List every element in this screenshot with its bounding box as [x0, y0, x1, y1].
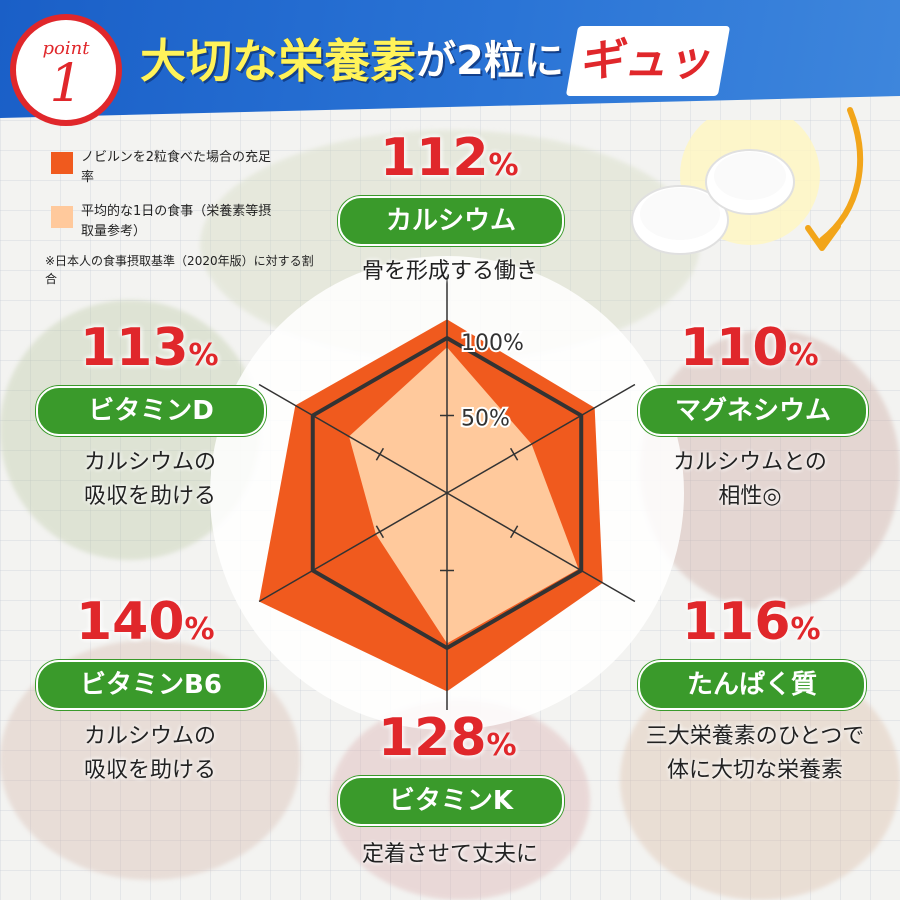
radar-tick-label-100: 100%	[461, 331, 524, 356]
radar-gridline-100	[310, 335, 584, 651]
radar-axis-line	[258, 383, 448, 494]
label-vitamin-d: ビタミンD	[36, 386, 266, 436]
value-calcium-unit: %	[488, 148, 519, 183]
legend-item-average: 平均的な1日の食事（栄養素等摂取量参考）	[45, 202, 335, 242]
radar-series-average	[349, 347, 579, 644]
point-number: 1	[49, 54, 83, 114]
radar-tick-50	[375, 447, 385, 461]
value-magnesium-number: 110	[680, 318, 789, 378]
desc-protein-line1: 三大栄養素のひとつで	[645, 724, 865, 749]
desc-magnesium-line2: 相性◎	[718, 484, 782, 509]
legend-note: ※日本人の食事摂取基準（2020年版）に対する割合	[45, 254, 314, 286]
point-label: point	[42, 38, 90, 59]
value-vitamin-k: 128%	[378, 708, 517, 776]
value-magnesium-unit: %	[788, 338, 819, 373]
desc-calcium: 骨を形成する働き	[361, 259, 538, 284]
value-calcium-number: 112	[380, 128, 489, 188]
value-vitamin-d-unit: %	[188, 338, 219, 373]
desc-vitamin-d-line1: カルシウムの	[83, 450, 216, 475]
value-vitamin-d: 113%	[80, 318, 219, 386]
value-vitamin-k-number: 128	[378, 708, 487, 768]
radar-axis-line	[446, 492, 636, 603]
label-magnesium: マグネシウム	[638, 386, 868, 436]
desc-vitamin-b6-line2: 吸収を助ける	[83, 758, 216, 783]
legend-label-supplement: ノビルンを2粒食べた場合の充足率	[81, 150, 272, 185]
value-vitamin-b6: 140%	[76, 592, 215, 660]
legend-item-supplement: ノビルンを2粒食べた場合の充足率	[45, 148, 335, 188]
radar-axis-line	[258, 492, 448, 603]
radar-tick-label-50: 50%	[461, 407, 510, 432]
label-vitamin-b6: ビタミンB6	[36, 660, 266, 710]
radar-tick-50	[375, 525, 385, 539]
title-main: 大切な栄養素	[140, 34, 416, 88]
arrow-icon	[805, 107, 863, 251]
legend-label-average: 平均的な1日の食事（栄養素等摂取量参考）	[81, 204, 272, 239]
title-mid: が2粒に	[416, 38, 564, 84]
label-calcium: カルシウム	[338, 196, 564, 246]
legend-swatch-supplement	[51, 152, 73, 174]
desc-vitamin-b6-line1: カルシウムの	[83, 724, 216, 749]
tablets-illustration	[631, 120, 820, 255]
radar-tick-50	[509, 525, 519, 539]
desc-vitamin-k: 定着させて丈夫に	[361, 842, 538, 867]
value-magnesium: 110%	[680, 318, 819, 386]
vegetable-bg-right	[640, 330, 900, 610]
value-protein-unit: %	[790, 612, 821, 647]
value-vitamin-d-number: 113	[80, 318, 189, 378]
desc-vitamin-d-line2: 吸収を助ける	[83, 484, 216, 509]
value-protein-number: 116	[682, 592, 791, 652]
legend-swatch-average	[51, 206, 73, 228]
legend: ノビルンを2粒食べた場合の充足率 平均的な1日の食事（栄養素等摂取量参考） ※日…	[45, 148, 335, 288]
label-vitamin-k: ビタミンK	[338, 776, 564, 826]
page-title: 大切な栄養素が2粒に ギュッ	[140, 26, 731, 96]
desc-protein-line2: 体に大切な栄養素	[666, 758, 843, 783]
value-calcium: 112%	[380, 128, 519, 196]
label-protein: たんぱく質	[638, 660, 866, 710]
radar-tick-50	[509, 447, 519, 461]
value-vitamin-b6-number: 140	[76, 592, 185, 652]
radar-axis-line	[446, 383, 636, 494]
point-badge: point 1	[10, 14, 122, 126]
desc-magnesium-line1: カルシウムとの	[673, 450, 827, 475]
value-protein: 116%	[682, 592, 821, 660]
header-banner	[0, 0, 900, 118]
value-vitamin-b6-unit: %	[184, 612, 215, 647]
value-vitamin-k-unit: %	[486, 728, 517, 763]
